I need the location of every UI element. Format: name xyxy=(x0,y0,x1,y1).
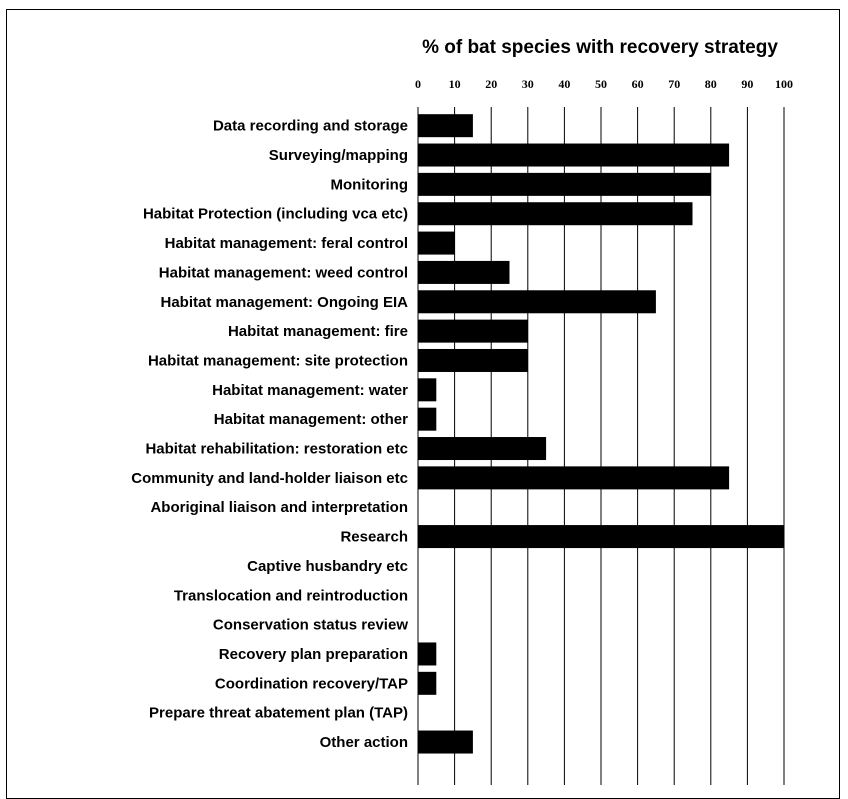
bar xyxy=(418,231,455,255)
x-tick-label: 30 xyxy=(522,77,534,91)
x-axis-ticks: 0 10 20 30 40 50 60 70 80 90 100 xyxy=(415,77,793,91)
bar xyxy=(418,642,437,666)
category-label: Community and land-holder liaison etc xyxy=(131,470,408,487)
category-label: Coordination recovery/TAP xyxy=(215,675,408,692)
category-label: Conservation status review xyxy=(213,617,408,634)
x-tick-label: 90 xyxy=(741,77,753,91)
x-tick-label: 10 xyxy=(449,77,461,91)
category-label: Other action xyxy=(320,734,408,751)
x-tick-label: 80 xyxy=(705,77,717,91)
chart-title: % of bat species with recovery strategy xyxy=(422,37,778,58)
category-label: Aboriginal liaison and interpretation xyxy=(150,499,408,516)
bar xyxy=(418,290,656,314)
x-tick-label: 0 xyxy=(415,77,421,91)
x-tick-label: 20 xyxy=(485,77,497,91)
category-label: Habitat management: feral control xyxy=(165,235,408,252)
category-label: Data recording and storage xyxy=(213,118,408,135)
bar xyxy=(418,260,510,284)
category-label: Habitat management: weed control xyxy=(159,264,408,281)
bar xyxy=(418,671,437,695)
bar xyxy=(418,319,528,343)
bar xyxy=(418,730,473,754)
category-label: Captive husbandry etc xyxy=(247,558,408,575)
x-tick-label: 50 xyxy=(595,77,607,91)
category-label: Habitat management: water xyxy=(212,382,408,399)
bar xyxy=(418,202,693,226)
category-label: Monitoring xyxy=(331,176,408,193)
bar xyxy=(418,143,730,167)
bar xyxy=(418,378,437,402)
bar xyxy=(418,466,730,490)
category-label: Habitat management: fire xyxy=(228,323,408,340)
bar xyxy=(418,437,547,461)
category-label: Habitat management: site protection xyxy=(148,352,408,369)
chart-frame xyxy=(6,9,840,799)
bars xyxy=(418,114,784,754)
bar xyxy=(418,114,473,138)
x-tick-label: 40 xyxy=(558,77,570,91)
category-label: Translocation and reintroduction xyxy=(174,587,408,604)
category-label: Research xyxy=(340,529,408,546)
category-label: Habitat Protection (including vca etc) xyxy=(143,206,408,223)
category-label: Habitat management: other xyxy=(214,411,408,428)
x-tick-label: 70 xyxy=(668,77,680,91)
x-tick-label: 100 xyxy=(775,77,793,91)
category-label: Prepare threat abatement plan (TAP) xyxy=(149,705,408,722)
bar xyxy=(418,407,437,431)
bar xyxy=(418,172,711,196)
category-label: Surveying/mapping xyxy=(269,147,408,164)
category-labels: Data recording and storage Surveying/mapp… xyxy=(131,118,408,751)
category-label: Habitat management: Ongoing EIA xyxy=(160,294,408,311)
bar xyxy=(418,525,784,549)
category-label: Recovery plan preparation xyxy=(219,646,408,663)
x-tick-label: 60 xyxy=(632,77,644,91)
bar xyxy=(418,348,528,372)
category-label: Habitat rehabilitation: restoration etc xyxy=(145,441,408,458)
